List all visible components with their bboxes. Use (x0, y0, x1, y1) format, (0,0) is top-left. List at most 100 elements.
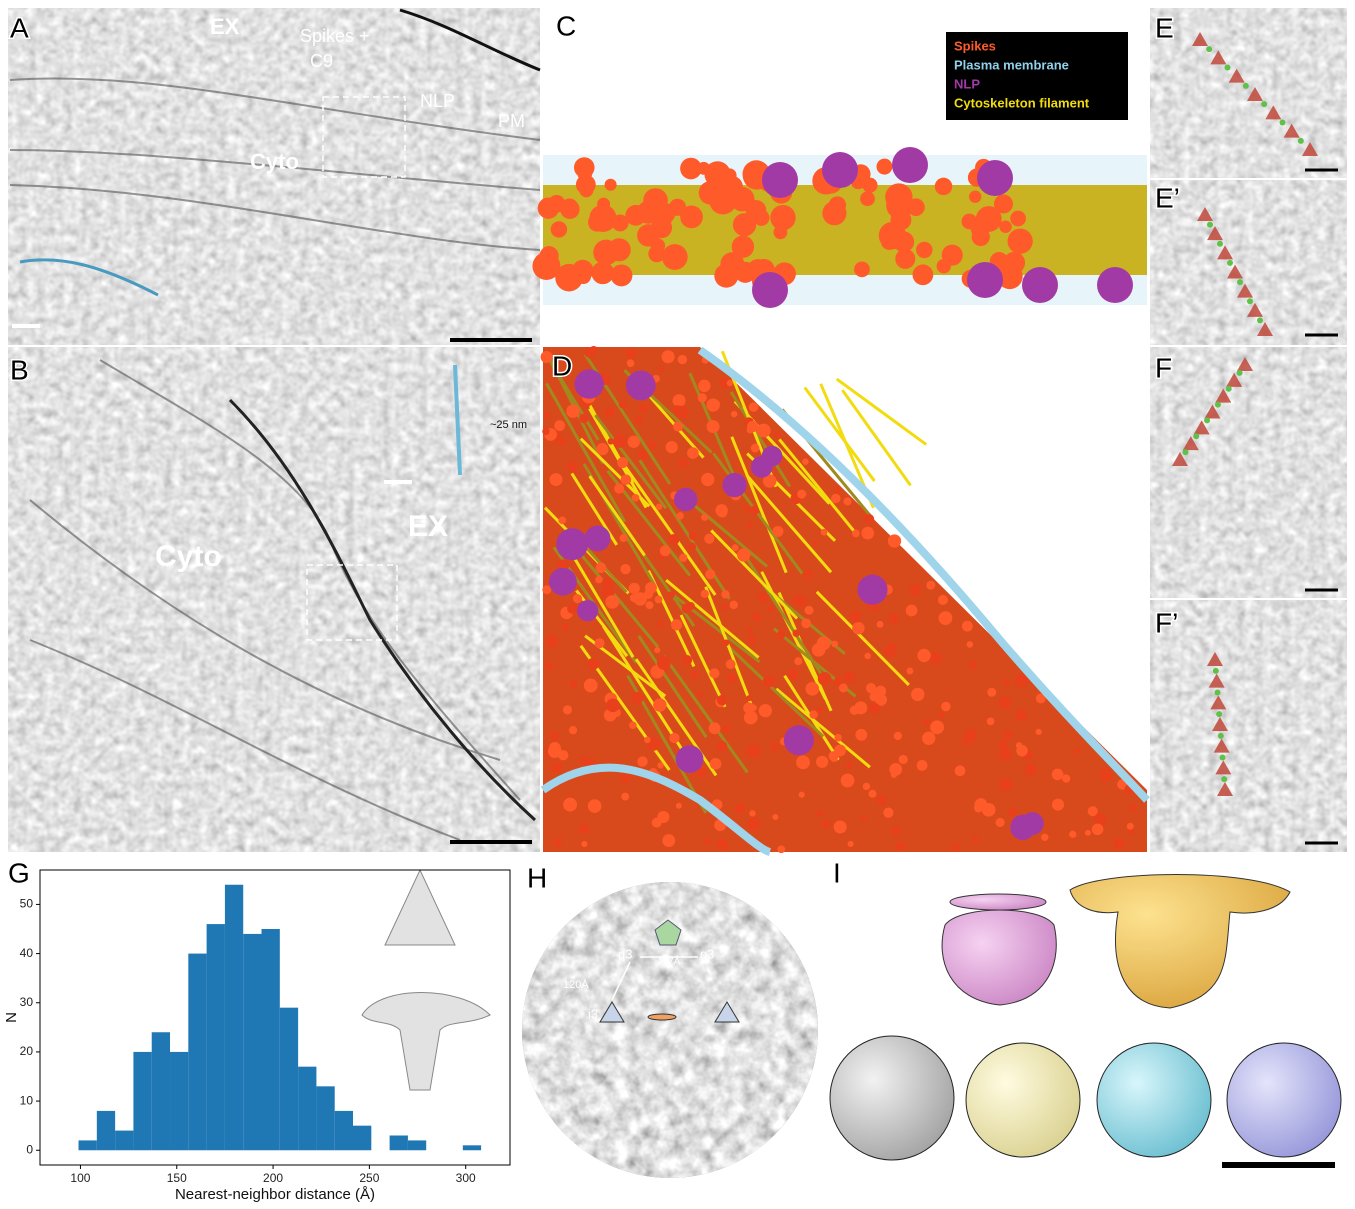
spike-blob (626, 348, 637, 359)
spike-blob (714, 264, 738, 288)
link-marker (1207, 222, 1213, 228)
spike-blob (796, 755, 810, 769)
spike-blob (596, 562, 607, 573)
spike-blob (746, 695, 752, 701)
spike-blob (854, 262, 870, 278)
bar (280, 1008, 298, 1151)
spike-blob (605, 179, 617, 191)
figure: 10015020025030001020304050Nearest-neighb… (0, 0, 1355, 1209)
spike-blob (1113, 838, 1125, 850)
spike-blob (579, 824, 589, 834)
y-tick-label: 30 (20, 995, 34, 1009)
panel-label: F’ (1155, 607, 1178, 638)
spike-blob (967, 641, 974, 648)
spike-blob (722, 168, 736, 182)
spike-blob (763, 675, 775, 687)
region-label: EX (408, 510, 448, 543)
spike-blob (831, 641, 838, 648)
spike-blob (562, 623, 569, 630)
spike-blob (818, 672, 832, 686)
spike-blob (657, 656, 671, 670)
spike-blob (532, 252, 560, 280)
annotation: q3 (700, 946, 714, 961)
spike-blob (668, 534, 679, 545)
spike-blob (757, 424, 771, 438)
annotation: 120Å (563, 978, 589, 991)
bar (152, 1032, 170, 1150)
bar (207, 924, 225, 1150)
spike-blob (721, 604, 728, 611)
nlp-blob (722, 473, 746, 497)
spike-blob (999, 696, 1012, 709)
spike-blob (793, 594, 804, 605)
bar (408, 1140, 426, 1150)
panel-label: G (8, 857, 30, 888)
link-marker (1206, 46, 1212, 52)
spike-blob (1069, 831, 1076, 838)
spike-blob (542, 428, 549, 435)
x-axis-title: Nearest-neighbor distance (Å) (175, 1186, 375, 1203)
link-marker (1237, 370, 1243, 376)
spike-blob (657, 762, 663, 768)
bar (115, 1131, 133, 1151)
spike-blob (822, 820, 831, 829)
inset-a (8, 200, 162, 345)
spike-blob (701, 590, 709, 598)
spike-blob (682, 603, 692, 613)
spike-blob (972, 836, 979, 843)
spike-blob (923, 718, 930, 725)
panel-label: C (556, 10, 576, 41)
annotation: q3 (618, 946, 632, 961)
link-marker (1298, 138, 1304, 144)
x-tick-label: 300 (456, 1171, 476, 1185)
spike-blob (1036, 729, 1042, 735)
spike-blob (660, 545, 671, 556)
spike-blob (587, 658, 599, 670)
spike-blob (794, 657, 802, 665)
spike-blob (668, 591, 675, 598)
spike-blob (662, 350, 675, 363)
spike-blob (962, 738, 970, 746)
spike-blob (727, 673, 737, 683)
region-label: EX (210, 14, 240, 39)
spike-blob (1025, 764, 1038, 777)
map-lavender (1227, 1043, 1341, 1157)
region-label: Cyto (250, 149, 299, 174)
spike-blob (969, 191, 981, 203)
spike-blob (620, 773, 630, 783)
nlp-blob (585, 526, 611, 552)
x-tick-label: 200 (263, 1171, 283, 1185)
spike-blob (861, 527, 874, 540)
spike-blob (676, 803, 682, 809)
spike-blob (678, 458, 687, 467)
spike-blob (613, 434, 627, 448)
spike-blob (911, 688, 924, 701)
spike-blob (621, 793, 629, 801)
spike-blob (676, 512, 684, 520)
model-top-view (385, 870, 455, 945)
spike-blob (567, 603, 577, 613)
bar (188, 954, 206, 1151)
link-marker (1182, 449, 1188, 455)
spike-blob (569, 680, 577, 688)
spike-blob (844, 671, 856, 683)
x-tick-label: 250 (359, 1171, 379, 1185)
spike-blob (889, 763, 902, 776)
spike-blob (612, 214, 629, 231)
annotation: Spikes + (300, 26, 370, 46)
spike-blob (772, 814, 778, 820)
spike-blob (732, 544, 739, 551)
link-marker (1216, 711, 1222, 717)
spike-blob (773, 214, 785, 226)
spike-blob (707, 420, 720, 433)
spike-blob (579, 183, 593, 197)
spike-blob (680, 206, 703, 229)
spike-blob (709, 668, 719, 678)
spike-blob (637, 756, 647, 766)
micrograph-e (1150, 8, 1347, 178)
legend-entry: Plasma membrane (954, 57, 1069, 72)
spike-blob (802, 458, 809, 465)
spike-blob (999, 778, 1012, 791)
micrograph-f-prime (1150, 600, 1347, 852)
link-marker (1225, 65, 1231, 71)
